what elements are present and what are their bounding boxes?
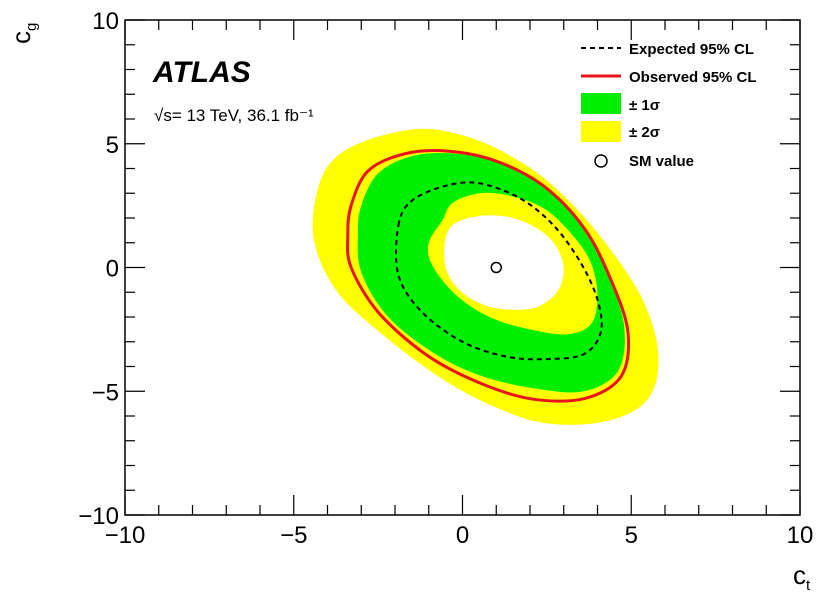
x-axis-title-sub: t: [806, 577, 811, 594]
axes: −10 −5 0 5 10 −10 −5 0 5 10: [78, 8, 813, 549]
sm-value-marker: [490, 261, 502, 274]
legend-sm-swatch: [594, 154, 608, 168]
x-axis-title: ct: [793, 560, 811, 594]
legend-2sigma-swatch: [581, 121, 621, 142]
legend-observed-label: Observed 95% CL: [629, 69, 757, 86]
atlas-label: ATLAS: [152, 56, 251, 89]
legend-2sigma-label: ± 2σ: [629, 124, 660, 141]
y-axis-title-sub: g: [23, 23, 40, 31]
x-tick-label: −5: [280, 522, 307, 549]
x-tick-label: −10: [105, 522, 146, 549]
expected-95cl-contour: [395, 181, 603, 361]
x-tick-label: 0: [456, 522, 469, 549]
plot-area: [312, 128, 659, 425]
energy-label: √s= 13 TeV, 36.1 fb⁻¹: [154, 106, 314, 125]
y-tick-label: −5: [92, 379, 119, 406]
legend-sm-label: SM value: [629, 153, 694, 170]
tick-labels: −10 −5 0 5 10 −10 −5 0 5 10: [78, 8, 813, 549]
y-axis-title: cg: [6, 23, 40, 44]
band-1sigma: [357, 153, 625, 393]
ticks: [124, 19, 801, 516]
legend-expected-label: Expected 95% CL: [629, 41, 754, 58]
x-tick-label: 10: [787, 522, 814, 549]
y-tick-label: 0: [106, 256, 119, 283]
legend: Expected 95% CL Observed 95% CL ± 1σ ± 2…: [581, 41, 757, 170]
y-tick-label: 10: [92, 8, 119, 35]
y-tick-label: 5: [106, 132, 119, 159]
legend-1sigma-label: ± 1σ: [629, 97, 660, 114]
plot-frame: [124, 19, 801, 516]
x-tick-label: 5: [625, 522, 638, 549]
legend-1sigma-swatch: [581, 93, 621, 114]
observed-95cl-contour: [346, 149, 631, 403]
y-tick-label: −10: [78, 503, 119, 530]
